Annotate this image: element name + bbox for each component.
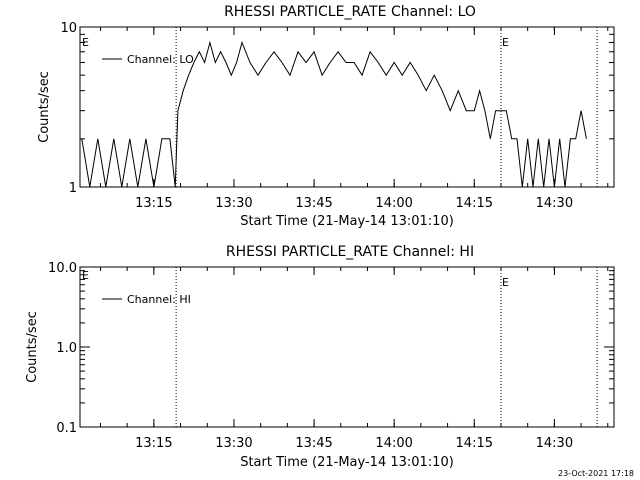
x-tick-label: 13:30: [215, 196, 252, 211]
x-tick-label: 14:15: [456, 196, 493, 211]
y-tick-label: 0.1: [56, 421, 77, 436]
chart-panel-lo: RHESSI PARTICLE_RATE Channel: LO Counts/…: [37, 4, 615, 229]
x-tick-label: 13:45: [295, 436, 332, 451]
y-tick-label: 10.0: [48, 261, 77, 276]
series-lines: [81, 40, 587, 188]
x-axis-label: Start Time (21-May-14 13:01:10): [240, 455, 454, 470]
axis-ticks: 13:15 13:30 13:45 14:00 14:15 14:30 1 10: [60, 21, 614, 211]
x-tick-label: 13:15: [135, 196, 172, 211]
x-tick-label: 13:45: [295, 196, 332, 211]
chart-title: RHESSI PARTICLE_RATE Channel: HI: [226, 244, 474, 260]
x-tick-label: 13:30: [215, 436, 252, 451]
x-tick-label: 14:00: [375, 436, 412, 451]
legend: Channel: LO: [102, 53, 194, 66]
timestamp: 23-Oct-2021 17:18: [558, 469, 634, 478]
axis-ticks: 13:15 13:30 13:45 14:00 14:15 14:30 0.1 1.0 10.0: [48, 261, 614, 451]
legend-label: Channel: HI: [127, 293, 191, 306]
legend-label: Channel: LO: [127, 53, 194, 66]
y-tick-label: 10: [60, 21, 77, 36]
y-axis-label: Counts/sec: [37, 71, 52, 143]
plot-frame: [79, 266, 615, 428]
x-tick-label: 13:15: [135, 436, 172, 451]
legend: Channel: HI: [102, 293, 191, 306]
chart-title: RHESSI PARTICLE_RATE Channel: LO: [224, 4, 476, 20]
x-tick-label: 14:15: [456, 436, 493, 451]
x-tick-label: 14:30: [536, 196, 573, 211]
y-axis-label: Counts/sec: [25, 311, 40, 383]
y-tick-label: 1: [69, 181, 77, 196]
marker-label: E: [502, 36, 509, 49]
x-axis-label: Start Time (21-May-14 13:01:10): [240, 214, 454, 229]
x-tick-label: 14:30: [536, 436, 573, 451]
corner-label: E: [82, 269, 89, 282]
x-tick-label: 14:00: [375, 196, 412, 211]
series-line: [81, 40, 587, 188]
chart-panel-hi: RHESSI PARTICLE_RATE Channel: HI Counts/…: [25, 244, 615, 470]
y-tick-label: 1.0: [56, 341, 77, 356]
plot-frame: [79, 26, 615, 188]
marker-lines: E: [175, 267, 598, 427]
marker-lines: E: [175, 27, 598, 187]
marker-label: E: [502, 276, 509, 289]
corner-label: E: [82, 36, 89, 49]
